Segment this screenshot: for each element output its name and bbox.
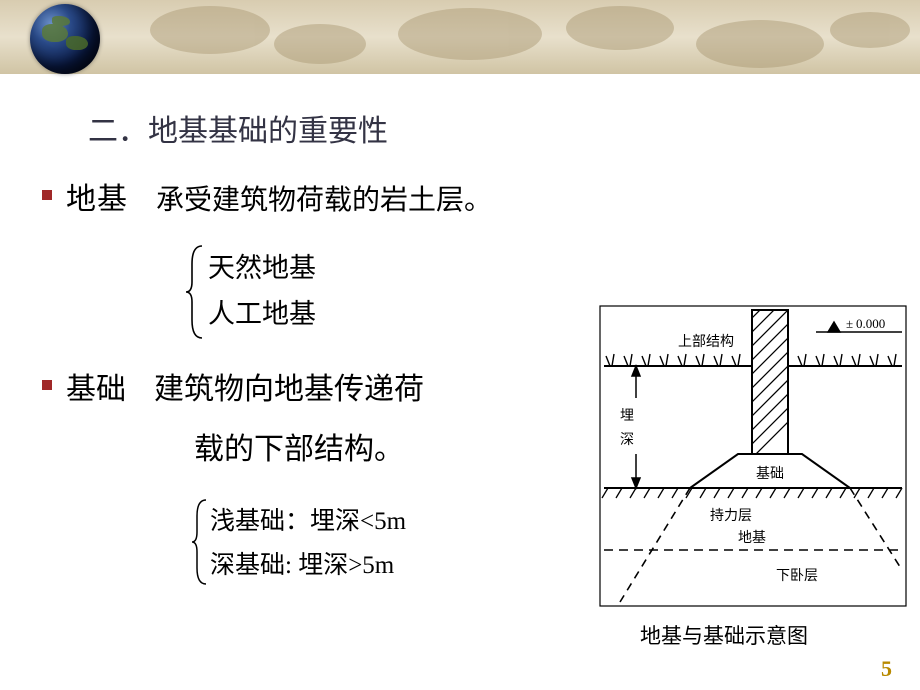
sublist-entry: 人工地基 — [208, 292, 316, 338]
brace-icon — [190, 498, 210, 586]
item-1: 地基承受建筑物荷载的岩土层。 — [66, 174, 492, 218]
banner-map-icon — [0, 0, 920, 74]
item-1-sublist: 天然地基 人工地基 — [208, 246, 316, 338]
label-elevation-plusminus: ± — [846, 316, 853, 331]
item-1-desc: 承受建筑物荷载的岩土层。 — [156, 185, 492, 216]
header-banner — [0, 0, 920, 74]
label-depth2: 深 — [620, 432, 634, 448]
item-2-term: 基础 — [66, 373, 126, 406]
item-1-term: 地基 — [66, 183, 128, 216]
item-2-line1: 基础建筑物向地基传递荷 — [66, 364, 424, 408]
page-number: 5 — [881, 656, 892, 682]
label-underlying: 下卧层 — [776, 568, 818, 584]
item-2-desc1: 建筑物向地基传递荷 — [154, 373, 424, 406]
bullet-icon — [42, 190, 52, 200]
label-foundation: 基础 — [756, 465, 784, 482]
label-superstructure: 上部结构 — [678, 334, 734, 350]
item-2-sublist: 浅基础：埋深<5m 深基础: 埋深>5m — [210, 500, 406, 588]
label-depth1: 埋 — [620, 408, 634, 424]
bullet-icon — [42, 380, 52, 390]
section-title: 二．地基基础的重要性 — [88, 106, 388, 150]
sublist-entry: 深基础: 埋深>5m — [210, 544, 406, 588]
brace-icon — [184, 244, 206, 340]
foundation-diagram: ± 0.000 上部结构 埋 深 基础 持力层 地基 下卧层 — [580, 302, 910, 612]
label-ground: 地基 — [738, 529, 766, 546]
diagram-caption: 地基与基础示意图 — [640, 620, 808, 650]
sublist-entry: 浅基础：埋深<5m — [210, 500, 406, 544]
label-elevation: 0.000 — [856, 316, 885, 331]
label-bearing: 持力层 — [710, 508, 752, 524]
item-2-line2: 载的下部结构。 — [194, 424, 404, 468]
sublist-entry: 天然地基 — [208, 246, 316, 292]
